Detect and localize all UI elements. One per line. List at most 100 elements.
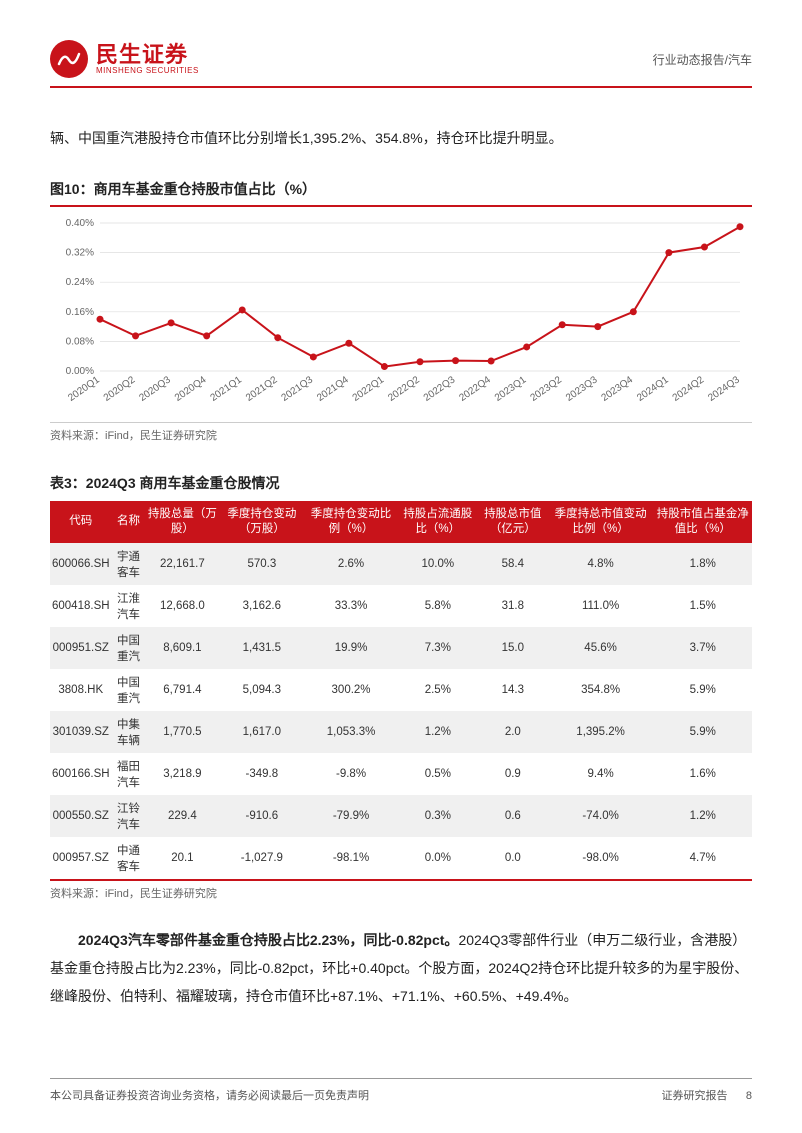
page-header: 民生证券 MINSHENG SECURITIES 行业动态报告/汽车 <box>50 40 752 88</box>
table-cell: 1.2% <box>398 711 478 753</box>
table3: 代码名称持股总量（万股）季度持仓变动（万股）季度持仓变动比例（%）持股占流通股比… <box>50 501 752 881</box>
svg-text:2022Q2: 2022Q2 <box>386 374 422 404</box>
svg-text:2020Q2: 2020Q2 <box>102 374 138 404</box>
table-cell: 0.0% <box>398 837 478 880</box>
table-row: 000550.SZ江铃汽车229.4-910.6-79.9%0.3%0.6-74… <box>50 795 752 837</box>
table-cell: 5.9% <box>653 711 752 753</box>
table-cell: 4.7% <box>653 837 752 880</box>
table-cell: 宇通客车 <box>112 543 146 585</box>
table-cell: 0.6 <box>478 795 548 837</box>
svg-text:2024Q2: 2024Q2 <box>671 374 707 404</box>
footer-left: 本公司具备证券投资咨询业务资格，请务必阅读最后一页免责声明 <box>50 1087 369 1103</box>
table-cell: 111.0% <box>548 585 654 627</box>
table-row: 600418.SH江淮汽车12,668.03,162.633.3%5.8%31.… <box>50 585 752 627</box>
table-row: 600066.SH宇通客车22,161.7570.32.6%10.0%58.44… <box>50 543 752 585</box>
logo-en: MINSHENG SECURITIES <box>96 67 199 76</box>
table-row: 3808.HK中国重汽6,791.45,094.3300.2%2.5%14.33… <box>50 669 752 711</box>
svg-text:2022Q4: 2022Q4 <box>457 374 493 404</box>
table-cell: 江淮汽车 <box>112 585 146 627</box>
table-header-cell: 代码 <box>50 501 112 543</box>
paragraph-bold: 2024Q3汽车零部件基金重仓持股占比2.23%，同比-0.82pct。 <box>78 932 458 948</box>
table-cell: 3.7% <box>653 627 752 669</box>
table-cell: 300.2% <box>304 669 397 711</box>
footer-right-label: 证券研究报告 <box>662 1090 728 1102</box>
table-header-cell: 季度持仓变动（万股） <box>219 501 304 543</box>
svg-text:2021Q2: 2021Q2 <box>244 374 280 404</box>
table-cell: 229.4 <box>145 795 219 837</box>
svg-text:0.16%: 0.16% <box>66 307 94 318</box>
logo-cn: 民生证券 <box>96 43 199 67</box>
table-cell: 4.8% <box>548 543 654 585</box>
table-cell: 中国重汽 <box>112 669 146 711</box>
table-cell: 福田汽车 <box>112 753 146 795</box>
table-cell: 0.0 <box>478 837 548 880</box>
table-cell: 000550.SZ <box>50 795 112 837</box>
page-footer: 本公司具备证券投资咨询业务资格，请务必阅读最后一页免责声明 证券研究报告 8 <box>50 1078 752 1103</box>
table-header-cell: 季度持仓变动比例（%） <box>304 501 397 543</box>
table-cell: 中国重汽 <box>112 627 146 669</box>
table-cell: 0.5% <box>398 753 478 795</box>
table-cell: 600166.SH <box>50 753 112 795</box>
table-cell: 7.3% <box>398 627 478 669</box>
svg-text:2023Q2: 2023Q2 <box>528 374 564 404</box>
table-cell: 20.1 <box>145 837 219 880</box>
table-cell: 6,791.4 <box>145 669 219 711</box>
table-header-cell: 持股总市值（亿元） <box>478 501 548 543</box>
top-paragraph: 辆、中国重汽港股持仓市值环比分别增长1,395.2%、354.8%，持仓环比提升… <box>50 123 752 154</box>
table-cell: 1,395.2% <box>548 711 654 753</box>
table-cell: 8,609.1 <box>145 627 219 669</box>
table-cell: 3808.HK <box>50 669 112 711</box>
table-cell: 2.5% <box>398 669 478 711</box>
table-cell: -98.0% <box>548 837 654 880</box>
svg-text:2024Q1: 2024Q1 <box>635 374 671 404</box>
figure10-chart: 0.00%0.08%0.16%0.24%0.32%0.40%2020Q12020… <box>50 205 752 443</box>
table-cell: 5.8% <box>398 585 478 627</box>
logo-block: 民生证券 MINSHENG SECURITIES <box>50 40 199 78</box>
table-header-cell: 名称 <box>112 501 146 543</box>
table-cell: 1.2% <box>653 795 752 837</box>
table-cell: 0.9 <box>478 753 548 795</box>
table-cell: 1,770.5 <box>145 711 219 753</box>
svg-text:2023Q3: 2023Q3 <box>564 374 600 404</box>
svg-text:0.40%: 0.40% <box>66 218 94 229</box>
table-cell: 15.0 <box>478 627 548 669</box>
figure10-caption: 图10：商用车基金重仓持股市值占比（%） <box>50 179 752 199</box>
table-cell: 354.8% <box>548 669 654 711</box>
line-chart-svg: 0.00%0.08%0.16%0.24%0.32%0.40%2020Q12020… <box>50 213 750 413</box>
svg-text:2021Q3: 2021Q3 <box>280 374 316 404</box>
svg-text:2022Q3: 2022Q3 <box>422 374 458 404</box>
table-cell: 0.3% <box>398 795 478 837</box>
table-cell: 000957.SZ <box>50 837 112 880</box>
table-cell: 31.8 <box>478 585 548 627</box>
table-cell: 1.8% <box>653 543 752 585</box>
table-cell: 301039.SZ <box>50 711 112 753</box>
svg-text:2024Q3: 2024Q3 <box>706 374 742 404</box>
table-header-cell: 持股总量（万股） <box>145 501 219 543</box>
table-cell: 570.3 <box>219 543 304 585</box>
table-cell: 000951.SZ <box>50 627 112 669</box>
table-header-cell: 持股市值占基金净值比（%） <box>653 501 752 543</box>
table-cell: 19.9% <box>304 627 397 669</box>
table-cell: 22,161.7 <box>145 543 219 585</box>
table-cell: 1,617.0 <box>219 711 304 753</box>
table-cell: -79.9% <box>304 795 397 837</box>
table-header-row: 代码名称持股总量（万股）季度持仓变动（万股）季度持仓变动比例（%）持股占流通股比… <box>50 501 752 543</box>
table-cell: 1,053.3% <box>304 711 397 753</box>
table-cell: 10.0% <box>398 543 478 585</box>
svg-text:0.24%: 0.24% <box>66 277 94 288</box>
svg-text:2023Q1: 2023Q1 <box>493 374 529 404</box>
svg-text:0.32%: 0.32% <box>66 247 94 258</box>
table-cell: -9.8% <box>304 753 397 795</box>
svg-text:2022Q1: 2022Q1 <box>351 374 387 404</box>
table3-caption: 表3：2024Q3 商用车基金重仓股情况 <box>50 473 752 493</box>
table-cell: -98.1% <box>304 837 397 880</box>
svg-text:2020Q4: 2020Q4 <box>173 374 209 404</box>
table-row: 600166.SH福田汽车3,218.9-349.8-9.8%0.5%0.99.… <box>50 753 752 795</box>
table-cell: 9.4% <box>548 753 654 795</box>
table-cell: 1,431.5 <box>219 627 304 669</box>
table-row: 000957.SZ中通客车20.1-1,027.9-98.1%0.0%0.0-9… <box>50 837 752 880</box>
parts-paragraph: 2024Q3汽车零部件基金重仓持股占比2.23%，同比-0.82pct。2024… <box>50 926 752 1010</box>
table-cell: 3,162.6 <box>219 585 304 627</box>
table-row: 000951.SZ中国重汽8,609.11,431.519.9%7.3%15.0… <box>50 627 752 669</box>
table-cell: 3,218.9 <box>145 753 219 795</box>
